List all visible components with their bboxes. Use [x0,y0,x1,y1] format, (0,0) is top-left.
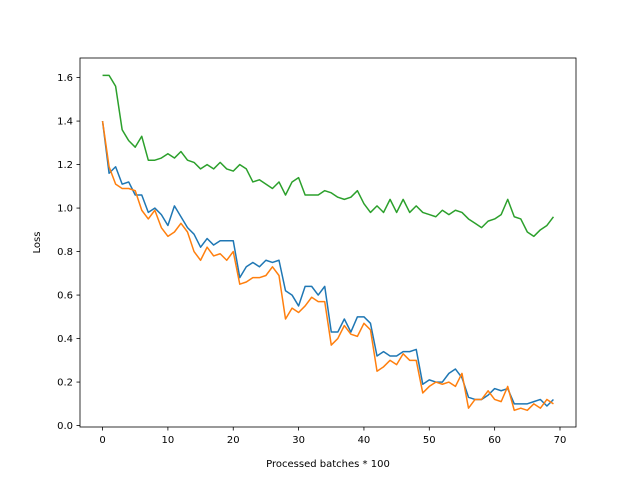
plot-area [80,58,576,427]
series-line-3 [102,74,555,238]
y-tick-label: 1.6 [57,73,73,84]
y-tick-label: 0.4 [57,334,73,345]
y-tick-label: 0.6 [57,291,73,302]
x-tick-label: 60 [488,435,501,446]
y-tick-label: 1.4 [57,117,73,128]
y-tick-label: 0.8 [57,247,73,258]
y-tick-label: 0.0 [57,421,73,432]
series-layer [101,74,555,412]
x-tick-label: 30 [292,435,305,446]
y-axis-label: Loss [32,232,43,254]
x-tick-label: 10 [162,435,175,446]
x-tick-label: 70 [554,435,567,446]
y-tick-label: 0.2 [57,378,73,389]
series-line-2 [101,120,554,412]
x-axis-ticks: 0 10 20 30 40 50 60 70 [99,427,566,446]
y-tick-label: 1.2 [57,160,73,171]
y-tick-label: 1.0 [57,204,73,215]
x-tick-label: 20 [227,435,240,446]
x-tick-label: 0 [99,435,105,446]
x-tick-label: 40 [358,435,371,446]
y-axis-ticks: 0.0 0.2 0.4 0.6 0.8 1.0 1.2 1.4 1.6 [57,73,80,432]
x-axis-label: Processed batches * 100 [266,459,390,470]
plot-frame [79,57,577,428]
x-tick-label: 50 [423,435,436,446]
